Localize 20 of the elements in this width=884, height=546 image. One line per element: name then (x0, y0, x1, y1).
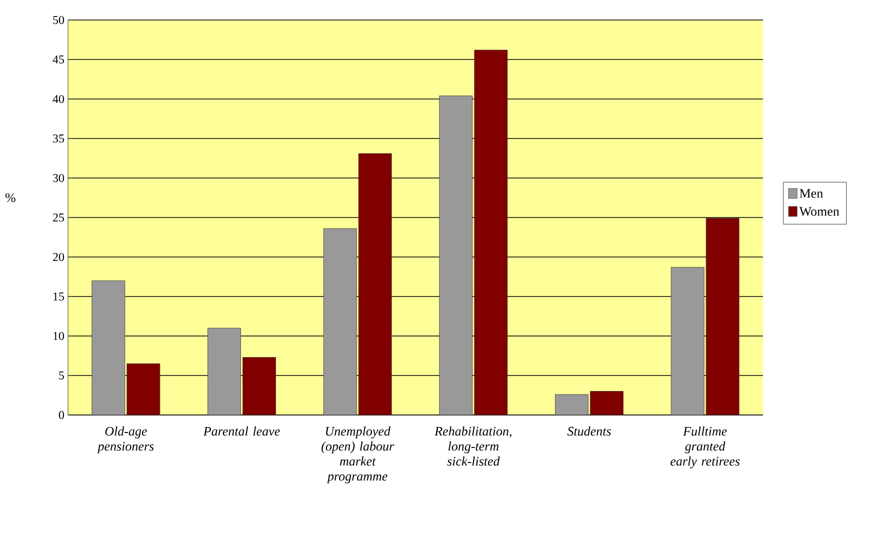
y-tick-label: 40 (52, 94, 64, 104)
y-tick-label: 10 (54, 332, 64, 340)
y-tick-label: 20 (53, 252, 64, 262)
y-tick-label: 45 (52, 55, 64, 64)
y-tick-label: 5 (59, 372, 64, 380)
y-axis-title: % (5, 193, 16, 202)
y-tick-label: 30 (53, 174, 64, 182)
x-tick-label: Old-age pensioners (96, 426, 154, 454)
y-tick-label: 50 (53, 16, 64, 24)
x-tick-label: Students (567, 426, 611, 436)
y-tick-label: 25 (53, 213, 64, 222)
legend-label: Women (799, 207, 840, 216)
legend-label: Men (800, 189, 823, 198)
x-tick-label: Rehabilitation, long-term sick-listed (434, 426, 512, 466)
y-tick-label: 35 (53, 134, 64, 143)
y-tick-label: 0 (58, 410, 64, 420)
x-tick-label: Parental leave (203, 426, 280, 436)
x-tick-label: Unemployed (open) labour market programme (322, 426, 394, 484)
y-tick-label: 15 (54, 292, 64, 301)
x-tick-label: Fulltime granted early retirees (670, 426, 740, 468)
